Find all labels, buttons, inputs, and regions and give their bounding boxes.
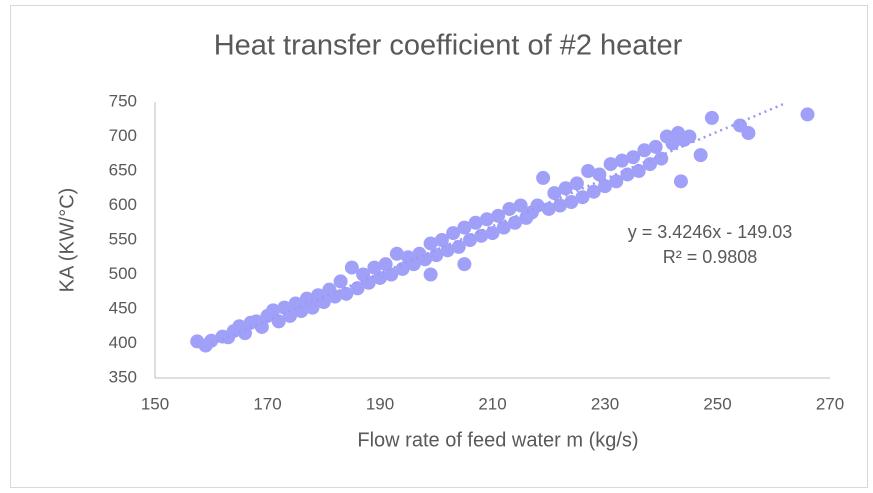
point [598, 179, 612, 194]
point [575, 190, 590, 205]
point [513, 198, 528, 213]
point [586, 184, 601, 199]
equation: y = 3.4246x - 149.03 [628, 222, 793, 242]
x-tick-label: 270 [816, 394, 844, 413]
point [603, 157, 618, 172]
point [446, 226, 461, 241]
y-tick-label: 600 [109, 195, 137, 214]
point [800, 107, 815, 122]
x-tick-label: 170 [253, 394, 281, 413]
y-tick-label: 550 [109, 229, 137, 248]
point [502, 201, 517, 216]
point [204, 333, 219, 348]
point [457, 257, 472, 272]
trendline [210, 102, 786, 346]
point [384, 267, 399, 282]
x-axis-label: Flow rate of feed water m (kg/s) [357, 429, 638, 451]
chart-frame [10, 5, 868, 488]
point [558, 181, 573, 196]
point [547, 186, 562, 201]
point [328, 289, 342, 304]
point [541, 201, 556, 216]
point [479, 212, 494, 227]
point [704, 110, 719, 125]
x-tick-label: 230 [591, 394, 619, 413]
point [373, 270, 387, 285]
point [333, 274, 348, 289]
point [339, 286, 354, 301]
point [654, 151, 669, 166]
point [395, 261, 410, 276]
point [536, 170, 551, 185]
point [378, 257, 393, 272]
y-tick-label: 700 [109, 126, 137, 145]
point [423, 236, 438, 251]
point [316, 295, 331, 310]
point [631, 164, 646, 178]
y-tick-label: 450 [109, 298, 137, 317]
point [389, 246, 404, 261]
chart-title: Heat transfer coefficient of #2 heater [214, 30, 683, 62]
point [665, 136, 680, 151]
point [648, 139, 663, 154]
point [367, 260, 382, 275]
point [283, 308, 297, 323]
y-axis-label: KA (KW/°C) [56, 188, 78, 293]
point [423, 267, 438, 282]
point [581, 164, 596, 178]
r-squared: R² = 0.9808 [663, 247, 758, 267]
point [614, 153, 629, 168]
point [643, 157, 657, 172]
point [637, 143, 652, 158]
point [682, 129, 697, 144]
point [609, 174, 624, 189]
point [406, 257, 421, 272]
point [457, 220, 472, 235]
point [271, 314, 286, 329]
point [344, 260, 359, 275]
point [564, 195, 579, 210]
point [254, 319, 269, 334]
point [294, 304, 309, 319]
point [620, 167, 635, 182]
point [741, 126, 756, 141]
point [553, 198, 567, 213]
x-tick-label: 210 [478, 394, 506, 413]
x-tick-label: 190 [366, 394, 394, 413]
y-tick-label: 650 [109, 160, 137, 179]
point [569, 176, 584, 191]
point [592, 167, 607, 182]
y-tick-label: 500 [109, 264, 137, 283]
point [266, 303, 281, 318]
point [350, 281, 365, 296]
x-tick-label: 250 [703, 394, 731, 413]
y-tick-label: 400 [109, 333, 137, 352]
point [491, 208, 506, 223]
point [673, 174, 688, 189]
point [305, 300, 320, 315]
point [693, 148, 708, 163]
point [468, 215, 483, 230]
x-tick-label: 150 [141, 394, 169, 413]
point [626, 150, 641, 165]
point [451, 239, 466, 254]
point [434, 233, 449, 247]
point [361, 275, 376, 290]
point [485, 226, 500, 241]
point [238, 326, 252, 341]
y-tick-label: 750 [109, 91, 137, 110]
y-tick-label: 350 [109, 367, 137, 386]
